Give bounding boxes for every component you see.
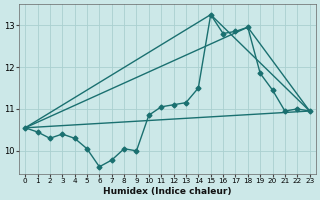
X-axis label: Humidex (Indice chaleur): Humidex (Indice chaleur) — [103, 187, 232, 196]
